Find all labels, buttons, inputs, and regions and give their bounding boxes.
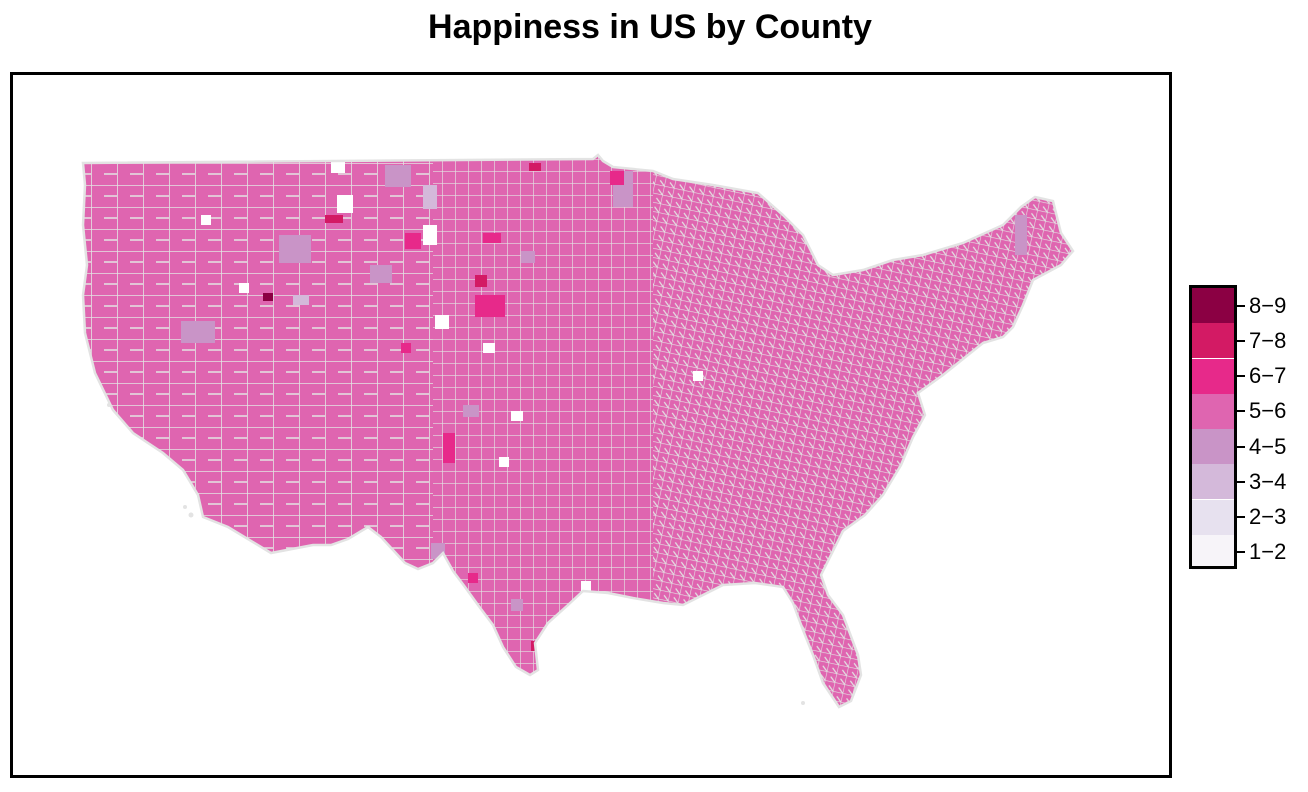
county-bin-4-5	[370, 265, 392, 283]
legend-tick	[1237, 551, 1245, 554]
county-missing	[331, 159, 345, 173]
legend-swatch	[1192, 464, 1234, 500]
county-bin-6-7	[483, 233, 501, 243]
legend-label: 4−5	[1249, 433, 1287, 459]
coastal-islands	[107, 403, 805, 705]
county-missing	[435, 315, 449, 329]
county-bin-4-5	[511, 599, 523, 611]
county-bin-3-4	[423, 185, 437, 209]
us-county-map	[81, 153, 1075, 709]
county-bin-8-9	[263, 293, 273, 301]
county-bin-4-5	[463, 405, 479, 417]
legend-label: 5−6	[1249, 398, 1287, 424]
county-bin-4-5	[385, 165, 411, 187]
county-bin-6-7	[405, 233, 421, 249]
county-missing	[499, 457, 509, 467]
county-bin-4-5	[1015, 215, 1027, 255]
legend-tick	[1237, 304, 1245, 307]
county-missing	[581, 581, 591, 591]
county-bin-6-7	[468, 573, 478, 583]
eastern-counties	[653, 155, 1073, 707]
legend-swatch	[1192, 429, 1234, 464]
legend-tick	[1237, 410, 1245, 413]
county-bin-6-7	[401, 343, 411, 353]
legend-label: 6−7	[1249, 363, 1287, 389]
legend-swatch	[1192, 358, 1234, 394]
county-missing	[239, 283, 249, 293]
legend-swatch	[1192, 323, 1234, 359]
county-missing	[201, 215, 211, 225]
county-bin-6-7	[443, 433, 455, 463]
county-fill-layer	[83, 155, 1073, 707]
legend-tick	[1237, 375, 1245, 378]
legend-swatch	[1192, 288, 1234, 323]
legend-tick	[1237, 339, 1245, 342]
county-bin-4-5	[521, 251, 535, 263]
legend-tick	[1237, 516, 1245, 519]
county-missing	[511, 411, 523, 421]
legend-swatch	[1192, 534, 1234, 570]
legend-tick	[1237, 445, 1245, 448]
map-panel	[10, 72, 1172, 778]
county-bin-6-7	[475, 295, 505, 317]
county-bin-6-7	[610, 171, 624, 185]
legend-label: 1−2	[1249, 539, 1287, 565]
legend-swatch	[1192, 499, 1234, 535]
legend-label: 8−9	[1249, 292, 1287, 318]
color-legend: 8−9 7−8 6−7 5−6 4−5 3−4 2−3 1−2	[1189, 285, 1286, 571]
county-bin-4-5	[181, 321, 215, 343]
county-bin-7-8	[325, 215, 343, 223]
county-bin-7-8	[529, 163, 541, 171]
county-bin-3-4	[293, 295, 309, 305]
county-missing	[483, 343, 495, 353]
legend-tick	[1237, 480, 1245, 483]
county-missing	[337, 195, 353, 213]
map-title: Happiness in US by County	[428, 8, 872, 46]
legend-swatch	[1192, 393, 1234, 429]
legend-label: 3−4	[1249, 468, 1287, 494]
county-bin-7-8	[475, 275, 487, 287]
county-missing	[693, 371, 703, 381]
legend-label: 2−3	[1249, 504, 1287, 530]
county-bin-4-5	[279, 235, 311, 263]
county-missing	[423, 225, 437, 245]
legend-frame	[1189, 285, 1237, 569]
legend-label: 7−8	[1249, 327, 1287, 353]
